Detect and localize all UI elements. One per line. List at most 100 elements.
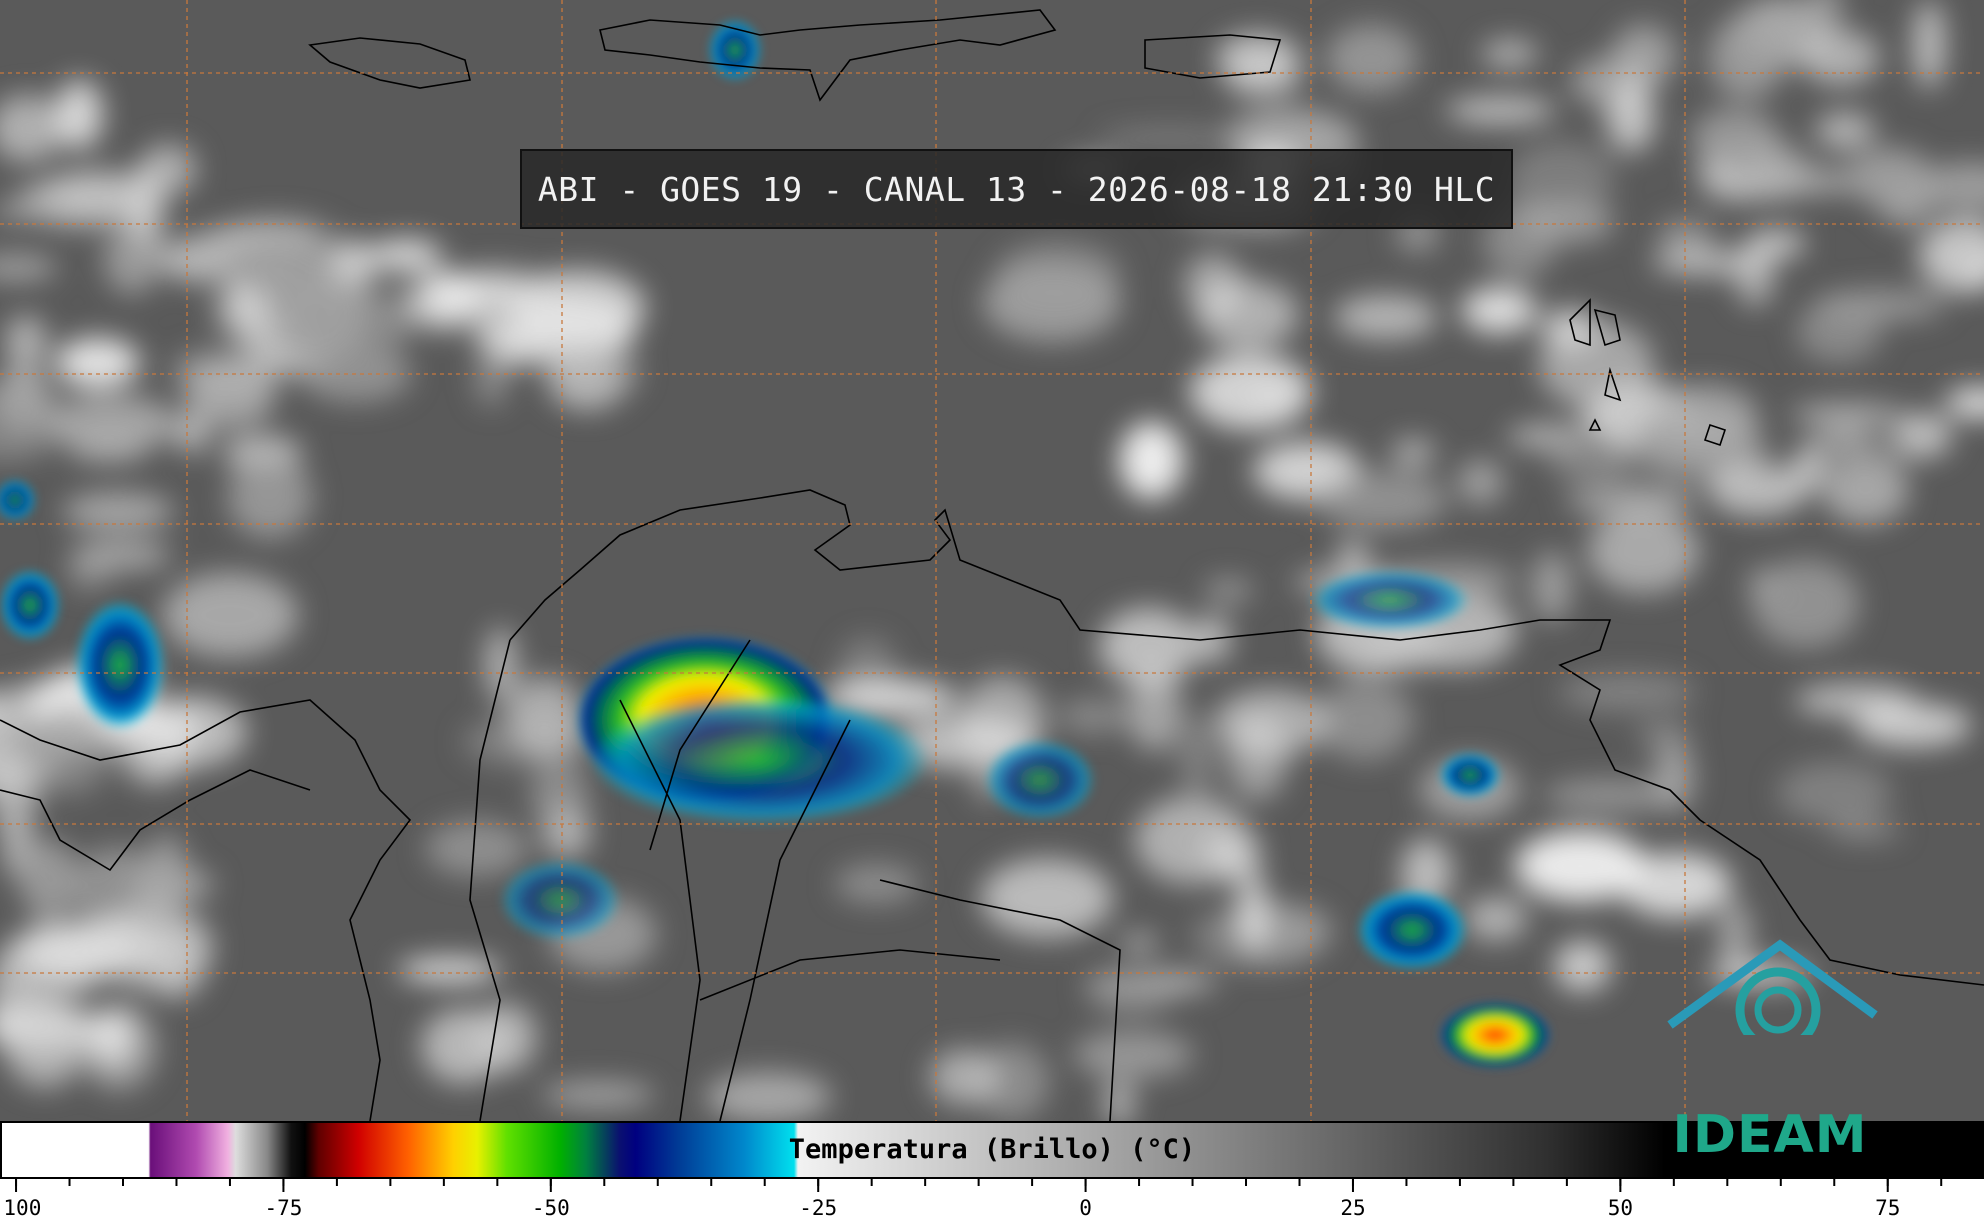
cloud xyxy=(1808,0,1843,33)
cloud xyxy=(1463,896,1528,941)
coastlines xyxy=(0,9,1984,1121)
tick-label: -75 xyxy=(264,1196,302,1220)
cloud xyxy=(704,1072,832,1121)
logo: IDEAM xyxy=(1660,939,1880,1165)
cloud xyxy=(1813,289,1946,322)
cloud xyxy=(1514,830,1647,902)
cloud xyxy=(91,1009,133,1064)
cloud xyxy=(66,558,112,591)
cloud xyxy=(0,382,67,462)
cloud xyxy=(1912,0,1946,90)
cloud xyxy=(995,241,1122,307)
cloud xyxy=(3,1001,86,1088)
cloud xyxy=(1481,39,1539,69)
cloud xyxy=(184,363,276,429)
clouds xyxy=(0,0,1984,1121)
cloud xyxy=(1087,971,1175,1018)
cloud xyxy=(1543,779,1674,813)
cloud xyxy=(1708,16,1785,100)
cloud xyxy=(1506,424,1590,450)
cloud xyxy=(1119,933,1159,954)
cloud xyxy=(1707,463,1809,517)
cloud xyxy=(1178,713,1215,796)
cloud xyxy=(1098,607,1198,686)
cloud xyxy=(1236,876,1269,953)
cloud xyxy=(1606,85,1656,153)
cloud xyxy=(1507,141,1615,216)
tick-label: 0 xyxy=(1079,1196,1092,1220)
cloud xyxy=(1637,720,1692,749)
cloud xyxy=(1587,509,1700,594)
cloud xyxy=(175,411,209,455)
cloud xyxy=(127,867,215,902)
cloud xyxy=(542,343,640,402)
cloud xyxy=(1790,403,1904,426)
cloud xyxy=(1657,218,1715,256)
graticule xyxy=(0,0,1984,1121)
cloud xyxy=(48,395,178,453)
cloud xyxy=(1719,900,1752,975)
cloud xyxy=(4,315,47,369)
cloud xyxy=(1751,559,1860,649)
cloud xyxy=(0,200,53,223)
cloud xyxy=(1801,29,1880,87)
cloud xyxy=(1457,459,1504,505)
colorbar-axis: -100 -75 -50 -25 0 25 50 75 xyxy=(0,1179,1943,1220)
cloud xyxy=(1127,667,1182,752)
convective-cells xyxy=(0,20,1550,1067)
cloud xyxy=(474,348,508,407)
cloud xyxy=(1918,161,1984,212)
cloud xyxy=(1714,149,1771,179)
cloud xyxy=(55,79,103,150)
cloud xyxy=(6,720,58,763)
cloud xyxy=(1445,96,1556,125)
cloud xyxy=(1119,421,1184,500)
tick-label: -50 xyxy=(532,1196,570,1220)
cloud xyxy=(1098,127,1239,149)
cloud xyxy=(1195,280,1299,350)
cloud xyxy=(1747,567,1778,602)
tick-label: -25 xyxy=(799,1196,837,1220)
tick-label: 25 xyxy=(1340,1196,1365,1220)
cloud xyxy=(369,238,443,272)
cloud xyxy=(1777,761,1893,824)
cloud xyxy=(0,94,65,163)
cloud xyxy=(1846,148,1934,208)
cloud xyxy=(1650,250,1770,275)
cloud xyxy=(1619,852,1733,918)
cloud xyxy=(1945,387,1984,419)
cloud xyxy=(379,287,411,351)
cloud xyxy=(1058,699,1127,734)
colorbar-label: Temperatura (Brillo) (°C) xyxy=(788,1134,1196,1165)
cloud xyxy=(974,1042,1050,1121)
cloud xyxy=(1652,385,1759,450)
cloud xyxy=(1794,684,1917,717)
cloud xyxy=(1333,294,1438,340)
cloud xyxy=(270,271,374,359)
cloud xyxy=(1734,241,1775,307)
cloud xyxy=(41,169,157,215)
tick-label: 50 xyxy=(1608,1196,1633,1220)
cloud xyxy=(161,572,299,658)
cloud xyxy=(410,270,478,330)
cloud xyxy=(425,820,528,877)
cloud xyxy=(541,1081,655,1109)
cloud xyxy=(530,762,589,826)
cloud xyxy=(1828,819,1902,841)
cloud xyxy=(227,455,313,539)
cloud xyxy=(1072,1031,1194,1078)
cloud xyxy=(1826,436,1906,526)
cloud xyxy=(1963,256,1984,287)
cloud xyxy=(1201,832,1261,866)
cloud xyxy=(929,1048,999,1106)
cloud xyxy=(103,222,160,295)
cloud xyxy=(1203,578,1254,604)
cloud xyxy=(980,858,1114,938)
colorbar xyxy=(0,1121,1984,1179)
cloud xyxy=(54,918,170,972)
cloud xyxy=(0,255,58,280)
cloud xyxy=(1358,631,1452,673)
logo-text: IDEAM xyxy=(1672,1105,1868,1165)
cloud xyxy=(1461,286,1537,334)
